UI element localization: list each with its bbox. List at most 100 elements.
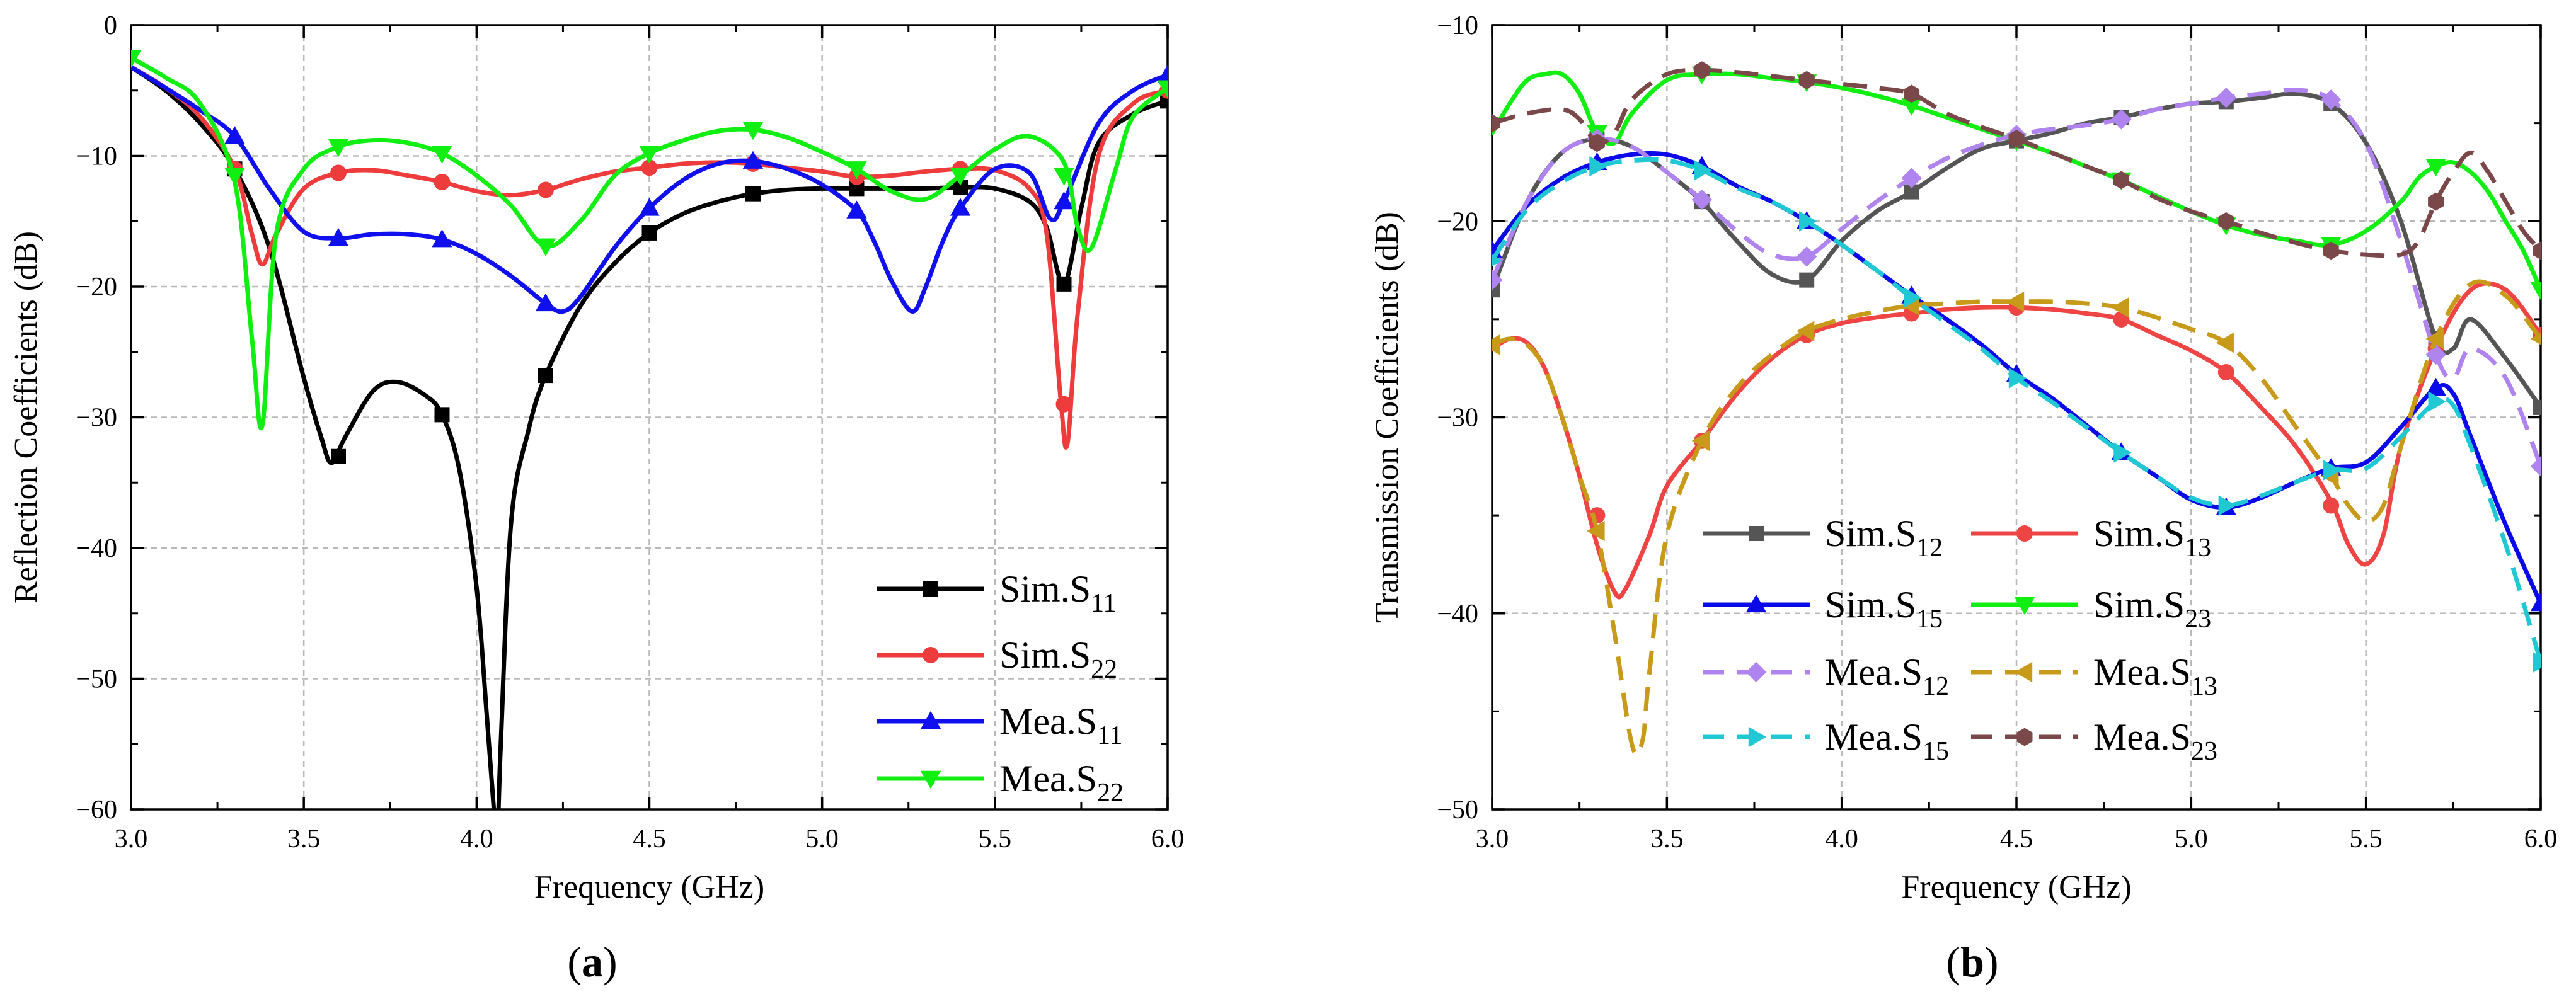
- series-mea-s11-point: [432, 229, 452, 248]
- panel-label-b-open: (: [1946, 938, 1960, 986]
- legend-label-sim-s15: Sim.S15: [1825, 584, 1943, 634]
- series-sim-s13-point: [2217, 363, 2234, 380]
- series-mea-s22-point: [535, 238, 556, 256]
- series-mea-s23-point: [2533, 241, 2541, 260]
- chart-a-ytick-label: 0: [104, 11, 117, 40]
- legend-marker-sim-s11: [923, 581, 938, 597]
- chart-a-y-axis-title: Reflection Coefficients (dB): [8, 231, 44, 603]
- series-mea-s13-point: [1691, 430, 1710, 452]
- series-mea-s12-point: [2321, 89, 2342, 110]
- series-mea-s15-point: [1904, 287, 1922, 308]
- series-sim-s13-point: [2323, 497, 2340, 514]
- series-sim-s22-point: [538, 181, 554, 198]
- series-mea-s23-point: [1589, 134, 1605, 152]
- chart-a-plot-area: [131, 50, 1168, 809]
- series-mea-s22-point: [1054, 168, 1074, 186]
- series-mea-s22-point: [639, 146, 660, 164]
- chart-a-x-axis-title: Frequency (GHz): [534, 869, 764, 905]
- legend-label-mea-s23: Mea.S23: [2093, 716, 2217, 766]
- panel-label-b: (b): [1946, 938, 1998, 986]
- series-mea-s13-point: [2425, 328, 2444, 350]
- series-mea-s15-point: [2008, 368, 2027, 389]
- series-mea-s23-point: [2113, 171, 2129, 190]
- series-sim-s11-point: [745, 186, 761, 202]
- chart-b-xtick-label: 5.0: [2175, 825, 2208, 853]
- series-mea-s11-point: [639, 198, 660, 216]
- series-mea-s22-point: [224, 168, 245, 186]
- series-sim-s23-point: [2530, 282, 2541, 300]
- series-sim-s15-point: [2530, 593, 2541, 612]
- legend-marker-sim-s15: [1745, 594, 1767, 613]
- legend-marker-sim-s12: [1749, 526, 1764, 541]
- series-mea-s11-line: [131, 64, 1168, 314]
- series-sim-s15-line: [1492, 151, 2541, 606]
- chart-a-ytick-label: −50: [76, 665, 117, 694]
- legend-item-mea-s11: Mea.S11: [877, 700, 1122, 750]
- chart-b-y-axis-title: Transmission Coefficients (dB): [1369, 212, 1405, 623]
- chart-b-ytick-label: −40: [1437, 600, 1478, 629]
- legend-item-mea-s12: Mea.S12: [1703, 651, 1949, 701]
- legend-marker-mea-s12: [1745, 661, 1767, 683]
- chart-a-ytick-label: −40: [76, 534, 117, 563]
- series-mea-s11-point: [535, 293, 556, 312]
- series-mea-s12-point: [2216, 88, 2236, 108]
- series-mea-s11-point: [1054, 191, 1074, 210]
- series-mea-s13-point: [1492, 334, 1500, 355]
- chart-a-legend: Sim.S11 Sim.S22 Mea.S11 Mea.S22: [877, 568, 1124, 808]
- chart-a-ytick-label: −60: [76, 796, 117, 825]
- legend-item-sim-s11: Sim.S11: [877, 568, 1117, 618]
- legend-item-sim-s12: Sim.S12: [1703, 513, 1943, 562]
- series-mea-s23-point: [2008, 130, 2025, 148]
- series-mea-s23-point: [1798, 71, 1815, 89]
- panel-label-a-letter: a: [582, 938, 603, 986]
- series-mea-s23-point: [1492, 114, 1500, 132]
- panel-label-b-close: ): [1984, 938, 1999, 986]
- series-mea-s15-point: [1694, 160, 1712, 181]
- series-mea-s13: [1492, 279, 2541, 757]
- series-mea-s15-point: [2113, 442, 2132, 463]
- legend-marker-mea-s15: [1748, 726, 1767, 748]
- legend-label-sim-s11: Sim.S11: [999, 568, 1117, 618]
- chart-b-ytick-label: −20: [1437, 207, 1478, 236]
- series-mea-s13-point: [2530, 333, 2541, 345]
- series-mea-s11-point: [224, 126, 245, 144]
- legend-label-mea-s13: Mea.S13: [2093, 651, 2217, 701]
- legend-marker-mea-s11: [920, 711, 941, 729]
- legend-marker-sim-s22: [923, 647, 939, 663]
- chart-b-ticks: 3.0 3.5 4.0 4.5 5.0 5.5 6.0 −10 −20 −30 −40 −50: [1437, 11, 2557, 853]
- series-mea-s11-point: [950, 198, 971, 216]
- series-mea-s23-point: [2323, 241, 2339, 260]
- chart-b-xtick-label: 4.0: [1825, 825, 1858, 853]
- chart-a-ticks: 3.0 3.5 4.0 4.5 5.0 5.5 6.0 0 −10 −20 −30 −40 −50 −60: [76, 11, 1184, 853]
- series-mea-s23-point: [1694, 61, 1710, 79]
- series-mea-s12-point: [1797, 246, 1817, 267]
- series-mea-s15-point: [1589, 156, 1607, 177]
- series-mea-s12-point: [1492, 270, 1503, 290]
- series-mea-s22-point: [846, 161, 867, 180]
- series-mea-s15-point: [2533, 652, 2541, 673]
- series-sim-s22-point: [330, 164, 347, 181]
- chart-b-legend: Sim.S12 Sim.S13 Sim.S15 Sim.S23 Mea.S12 Mea.S…: [1703, 513, 2217, 766]
- legend-item-sim-s22: Sim.S22: [877, 634, 1117, 684]
- series-mea-s23: [1492, 61, 2541, 260]
- series-sim-s11-point: [538, 368, 553, 384]
- chart-a-ytick-label: −10: [76, 142, 117, 171]
- series-sim-s11-line: [131, 64, 1168, 809]
- chart-a-xtick-label: 6.0: [1151, 825, 1185, 853]
- series-mea-s11-point: [846, 200, 867, 219]
- series-mea-s15-point: [1799, 211, 1817, 232]
- panel-label-b-letter: b: [1960, 938, 1984, 986]
- legend-label-mea-s11: Mea.S11: [999, 700, 1122, 750]
- series-sim-s22: [131, 64, 1168, 450]
- legend-item-mea-s23: Mea.S23: [1971, 716, 2217, 766]
- series-mea-s15-point: [2218, 495, 2236, 516]
- series-mea-s13-point: [2216, 333, 2234, 353]
- legend-label-sim-s13: Sim.S13: [2093, 513, 2211, 562]
- chart-a-xtick-label: 3.5: [287, 825, 321, 853]
- legend-label-mea-s12: Mea.S12: [1825, 651, 1949, 701]
- legend-item-sim-s15: Sim.S15: [1703, 584, 1943, 634]
- legend-item-sim-s23: Sim.S23: [1971, 584, 2211, 634]
- legend-marker-sim-s13: [2016, 525, 2033, 542]
- series-sim-s23-point: [1901, 98, 1922, 116]
